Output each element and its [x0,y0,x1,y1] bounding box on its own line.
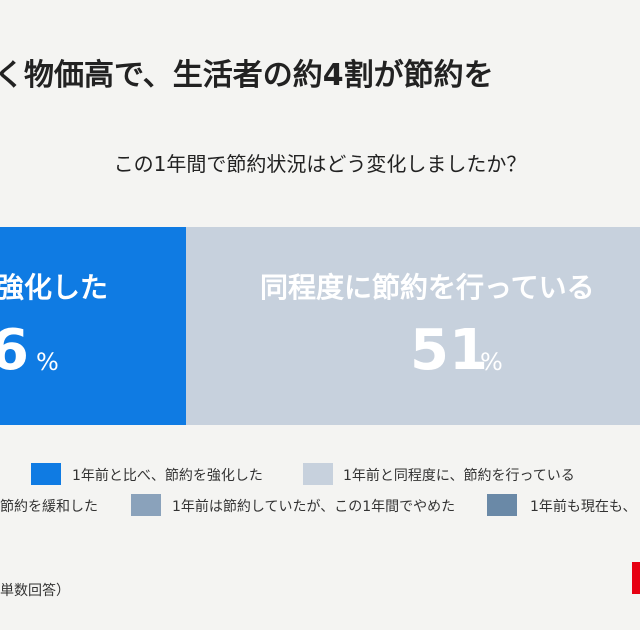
segment-label: 強化した [0,271,109,304]
legend-swatch [31,463,61,485]
legend-swatch [487,494,517,516]
segment-number: 51 [410,318,488,383]
title: く物価高で、生活者の約4割が節約を [0,58,494,93]
logo [632,562,640,594]
legend-label: 1年前と比べ、節約を強化した [72,468,263,484]
segment-label: 同程度に節約を行っている [260,271,595,304]
segment-bar [186,227,640,425]
segment-unit: % [36,348,59,376]
segment-number: 6 [0,318,29,383]
legend-label: 節約を緩和した [0,499,98,515]
legend-label: 1年前も現在も、 [530,499,637,515]
subtitle: この1年間で節約状況はどう変化しましたか？ [113,152,527,176]
segment-unit: % [480,348,503,376]
legend-label: 1年前と同程度に、節約を行っている [343,468,575,484]
legend-swatch [303,463,333,485]
footnote: 単数回答） [0,583,70,599]
legend-label: 1年前は節約していたが、この1年間でやめた [172,499,456,515]
legend-swatch [131,494,161,516]
segment-bar [0,227,186,425]
